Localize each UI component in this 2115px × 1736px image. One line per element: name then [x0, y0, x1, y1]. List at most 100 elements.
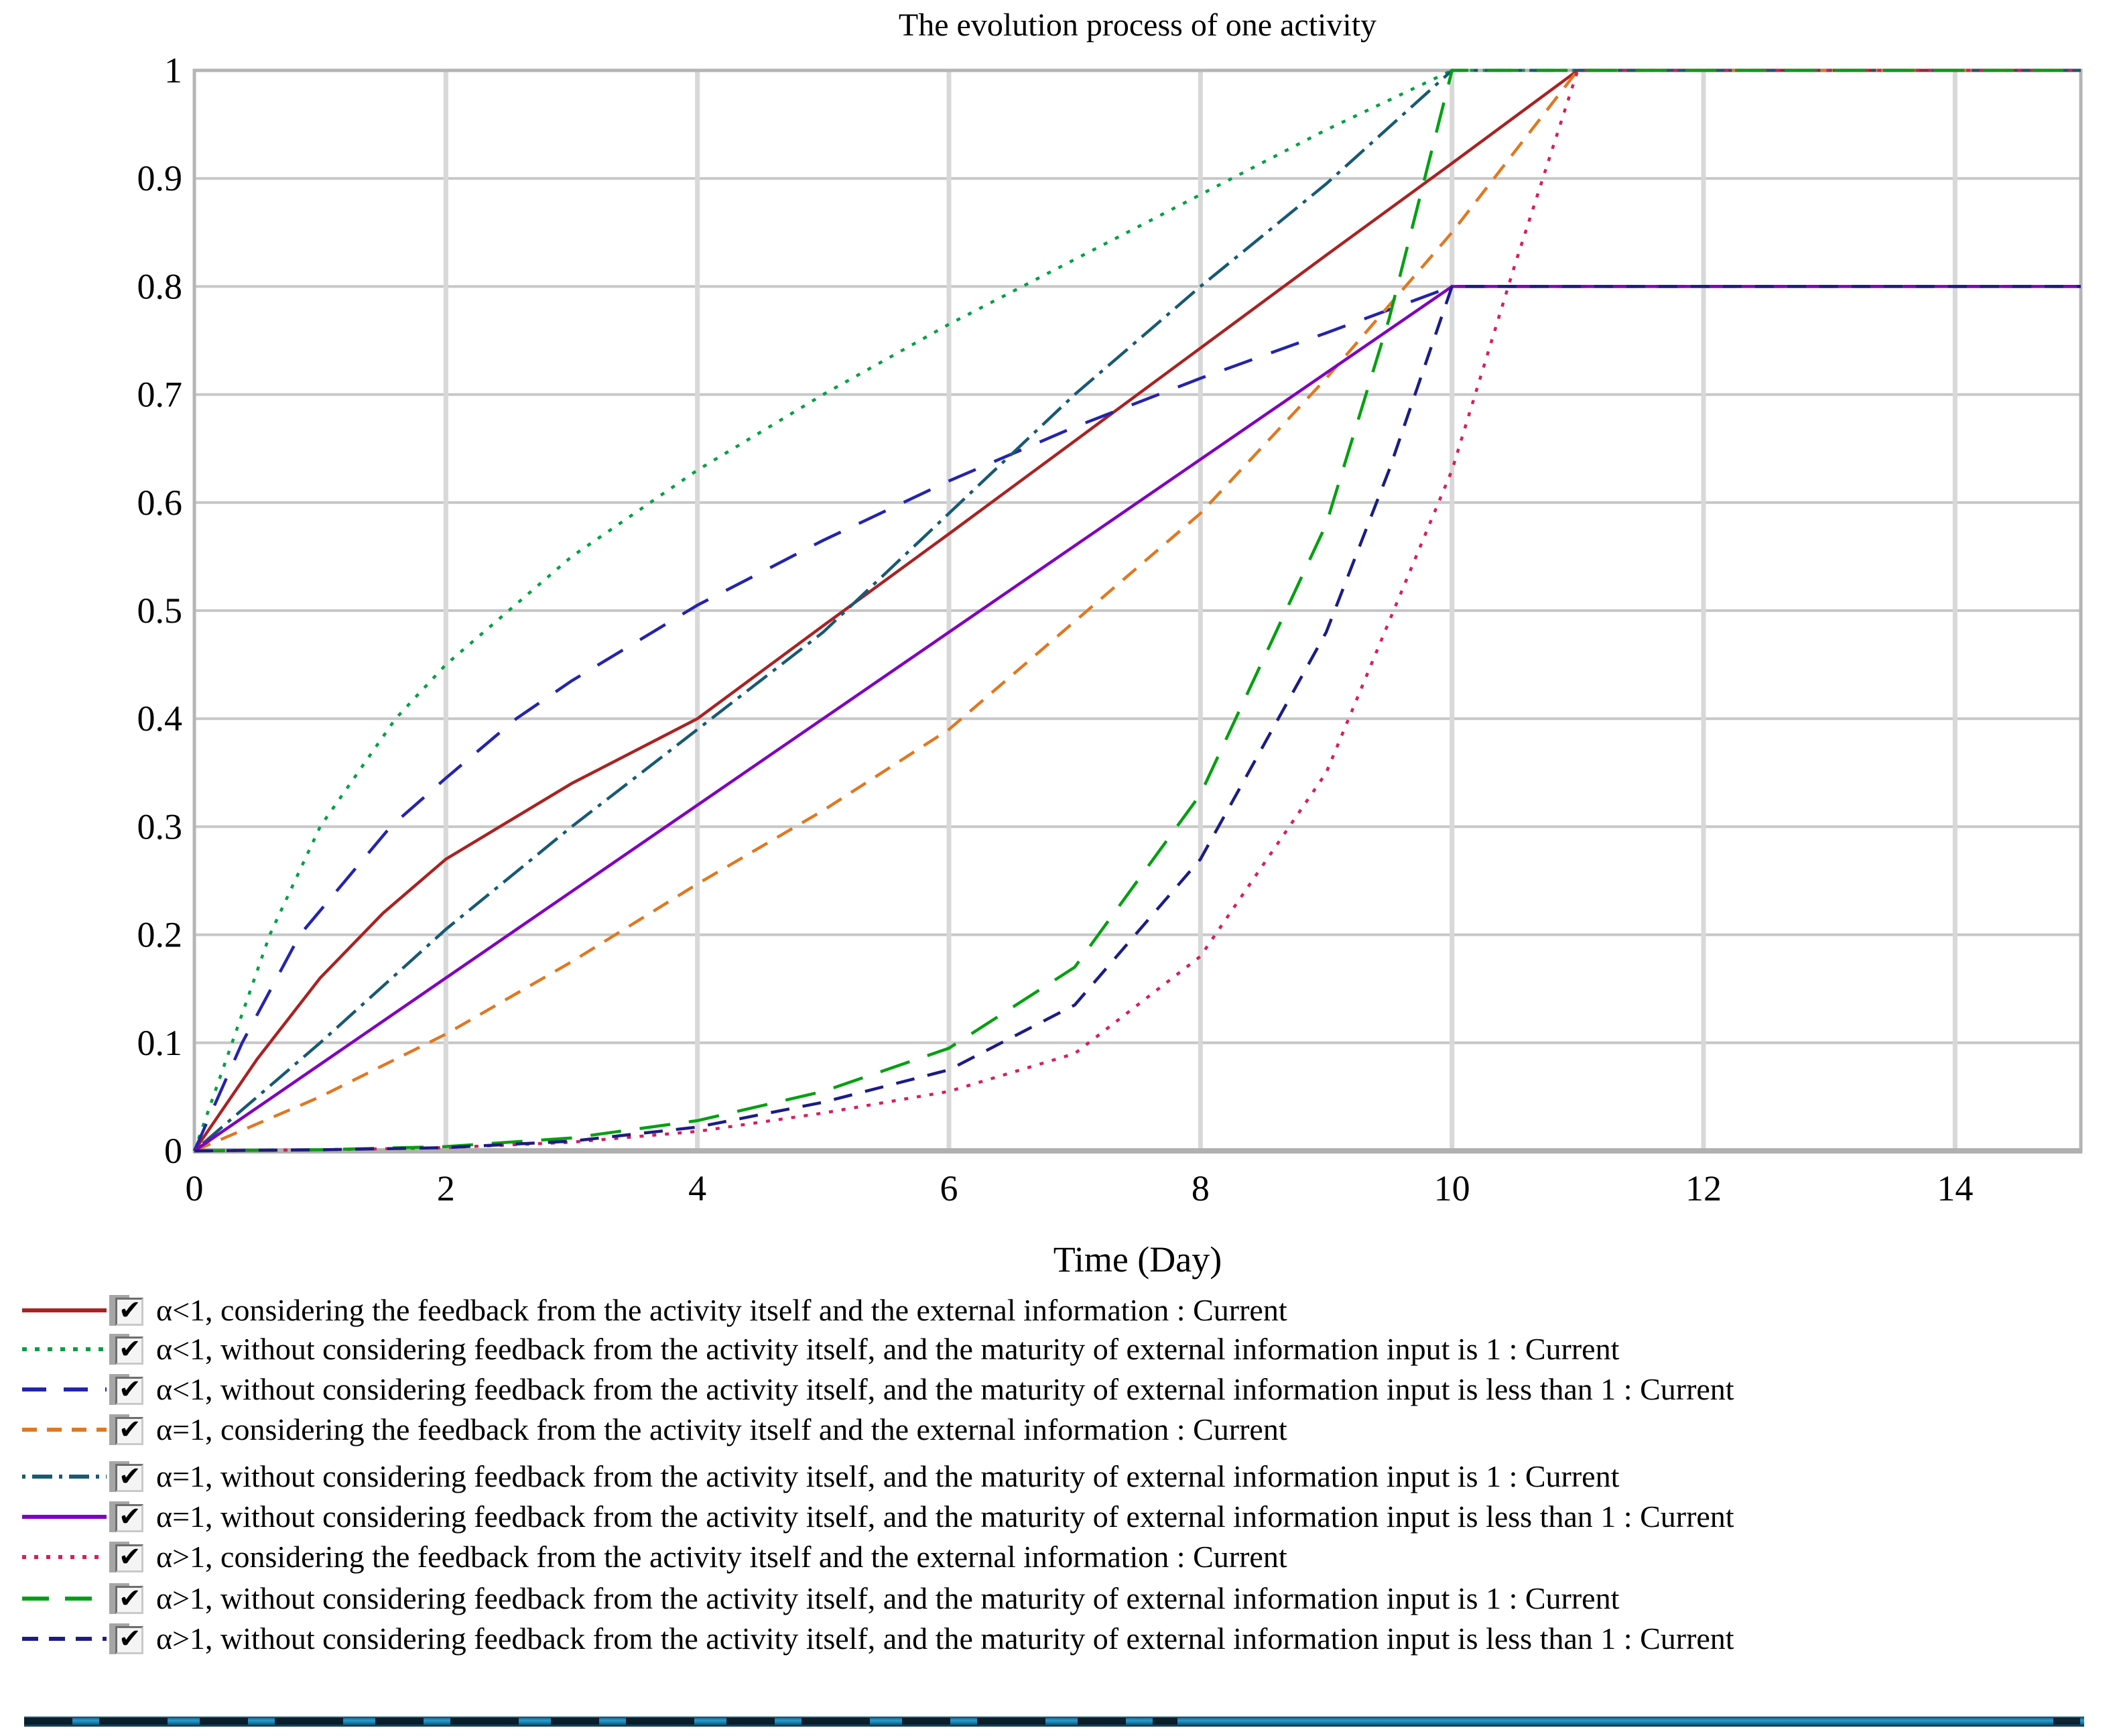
- checkbox-shadow: [109, 1623, 115, 1654]
- y-tick-label: 0.6: [137, 483, 183, 523]
- series-line-1: [193, 68, 2081, 1152]
- y-tick-label: 0.9: [137, 158, 183, 198]
- checkbox-shadow: [109, 1501, 115, 1532]
- legend-label: α=1, considering the feedback from the a…: [156, 1412, 1287, 1446]
- legend-checkbox[interactable]: ✔: [109, 1623, 144, 1654]
- legend-checkbox[interactable]: ✔: [109, 1461, 144, 1492]
- checkbox-box: ✔: [115, 1461, 143, 1492]
- series-line-3: [192, 285, 2081, 1152]
- legend-item-8: ✔ α>1, without considering feedback from …: [0, 1578, 2111, 1619]
- legend-line-sample: [22, 1637, 107, 1641]
- x-tick-label: 12: [1685, 1168, 1722, 1208]
- series-line-4: [194, 68, 2081, 1153]
- checkbox-shadow: [109, 1374, 129, 1379]
- legend-line-sample: [22, 1428, 107, 1432]
- checkbox-box: ✔: [115, 1623, 143, 1654]
- checkbox-box: ✔: [115, 1374, 143, 1405]
- y-tick-label: 0.8: [137, 266, 183, 306]
- legend-checkbox[interactable]: ✔: [109, 1334, 144, 1365]
- legend-checkbox[interactable]: ✔: [109, 1374, 144, 1405]
- legend-line-sample: [22, 1347, 107, 1351]
- x-tick-label: 0: [186, 1168, 204, 1208]
- legend-line-sample: [22, 1597, 107, 1601]
- legend-label: α>1, without considering feedback from t…: [156, 1581, 1620, 1615]
- x-tick-label: 2: [437, 1168, 455, 1208]
- checkbox-shadow: [109, 1623, 129, 1628]
- checkbox-shadow: [109, 1461, 115, 1492]
- legend-item-5: ✔ α=1, without considering feedback from …: [0, 1456, 2111, 1497]
- legend-checkbox[interactable]: ✔: [109, 1501, 144, 1532]
- checkbox-shadow: [109, 1542, 129, 1546]
- legend-line-sample: [22, 1387, 107, 1391]
- chart-title: The evolution process of one activity: [898, 7, 1377, 43]
- legend-label: α>1, without considering feedback from t…: [156, 1621, 1734, 1656]
- y-tick-label: 0: [164, 1131, 182, 1171]
- legend-item-1: ✔ α<1, considering the feedback from the …: [0, 1290, 2111, 1330]
- legend-line-sample: [22, 1515, 107, 1519]
- checkbox-shadow: [109, 1501, 129, 1506]
- checkbox-shadow: [109, 1542, 115, 1572]
- checkbox-shadow: [109, 1334, 115, 1365]
- legend-item-7: ✔ α>1, considering the feedback from the …: [0, 1537, 2111, 1577]
- checkmark-icon: ✔: [119, 1334, 141, 1365]
- y-tick-label: 0.4: [137, 698, 183, 739]
- checkbox-shadow: [109, 1461, 129, 1466]
- checkmark-icon: ✔: [119, 1623, 141, 1654]
- x-tick-label: 8: [1192, 1168, 1210, 1208]
- checkbox-shadow: [109, 1583, 129, 1588]
- checkmark-icon: ✔: [119, 1374, 141, 1405]
- series-line-8: [194, 68, 2081, 1153]
- legend-label: α<1, without considering feedback from t…: [156, 1372, 1734, 1406]
- legend-label: α<1, without considering feedback from t…: [156, 1332, 1620, 1366]
- legend-checkbox[interactable]: ✔: [109, 1583, 144, 1614]
- legend-item-2: ✔ α<1, without considering feedback from …: [0, 1329, 2111, 1369]
- checkbox-shadow: [109, 1374, 115, 1405]
- legend-item-3: ✔ α<1, without considering feedback from …: [0, 1369, 2111, 1410]
- checkbox-box: ✔: [115, 1542, 143, 1572]
- x-axis-label: Time (Day): [1053, 1239, 1222, 1280]
- y-tick-label: 0.1: [137, 1023, 183, 1063]
- x-tick-label: 10: [1434, 1168, 1470, 1208]
- x-tick-label: 14: [1937, 1168, 1973, 1208]
- y-tick-label: 0.7: [137, 375, 183, 415]
- legend-item-6: ✔ α=1, without considering feedback from …: [0, 1497, 2111, 1537]
- checkmark-icon: ✔: [119, 1501, 141, 1532]
- checkbox-box: ✔: [115, 1583, 143, 1614]
- checkbox-shadow: [109, 1295, 115, 1326]
- legend-label: α=1, without considering feedback from t…: [156, 1499, 1734, 1534]
- checkbox-shadow: [109, 1334, 129, 1339]
- legend-line-sample: [22, 1475, 107, 1479]
- legend-checkbox[interactable]: ✔: [109, 1542, 144, 1572]
- legend-line-sample: [22, 1308, 107, 1312]
- legend-checkbox[interactable]: ✔: [109, 1295, 144, 1326]
- checkbox-box: ✔: [115, 1295, 143, 1326]
- legend-label: α=1, without considering feedback from t…: [156, 1459, 1620, 1493]
- y-tick-label: 0.3: [137, 806, 183, 847]
- checkbox-shadow: [109, 1414, 115, 1445]
- legend-label: α<1, considering the feedback from the a…: [156, 1293, 1287, 1327]
- checkbox-shadow: [109, 1295, 129, 1300]
- legend-line-sample: [22, 1555, 107, 1559]
- x-tick-label: 4: [688, 1168, 706, 1208]
- checkbox-shadow: [109, 1414, 129, 1419]
- series-line-2: [192, 68, 2081, 1152]
- checkbox-shadow: [109, 1583, 115, 1614]
- checkmark-icon: ✔: [119, 1414, 141, 1445]
- checkbox-box: ✔: [115, 1334, 143, 1365]
- legend-checkbox[interactable]: ✔: [109, 1414, 144, 1445]
- line-chart-plot-area: 0 2 4 6 8 10 12 14 0 0.1 0.2 0.3 0.4 0.5 0.6 0.7 0.8 0.9 1: [137, 50, 2083, 1208]
- checkmark-icon: ✔: [119, 1461, 141, 1492]
- checkbox-box: ✔: [115, 1414, 143, 1445]
- series-line-9: [194, 285, 2081, 1153]
- checkbox-box: ✔: [115, 1501, 143, 1532]
- checkmark-icon: ✔: [119, 1542, 141, 1572]
- legend-item-9: ✔ α>1, without considering feedback from …: [0, 1619, 2111, 1659]
- y-tick-label: 1: [164, 50, 182, 90]
- status-bar-sliver: [24, 1717, 2084, 1727]
- checkmark-icon: ✔: [119, 1295, 141, 1326]
- y-tick-label: 0.5: [137, 591, 183, 631]
- series-line-5: [193, 68, 2081, 1152]
- legend-item-4: ✔ α=1, considering the feedback from the …: [0, 1410, 2111, 1450]
- checkmark-icon: ✔: [119, 1583, 141, 1614]
- legend-label: α>1, considering the feedback from the a…: [156, 1540, 1287, 1574]
